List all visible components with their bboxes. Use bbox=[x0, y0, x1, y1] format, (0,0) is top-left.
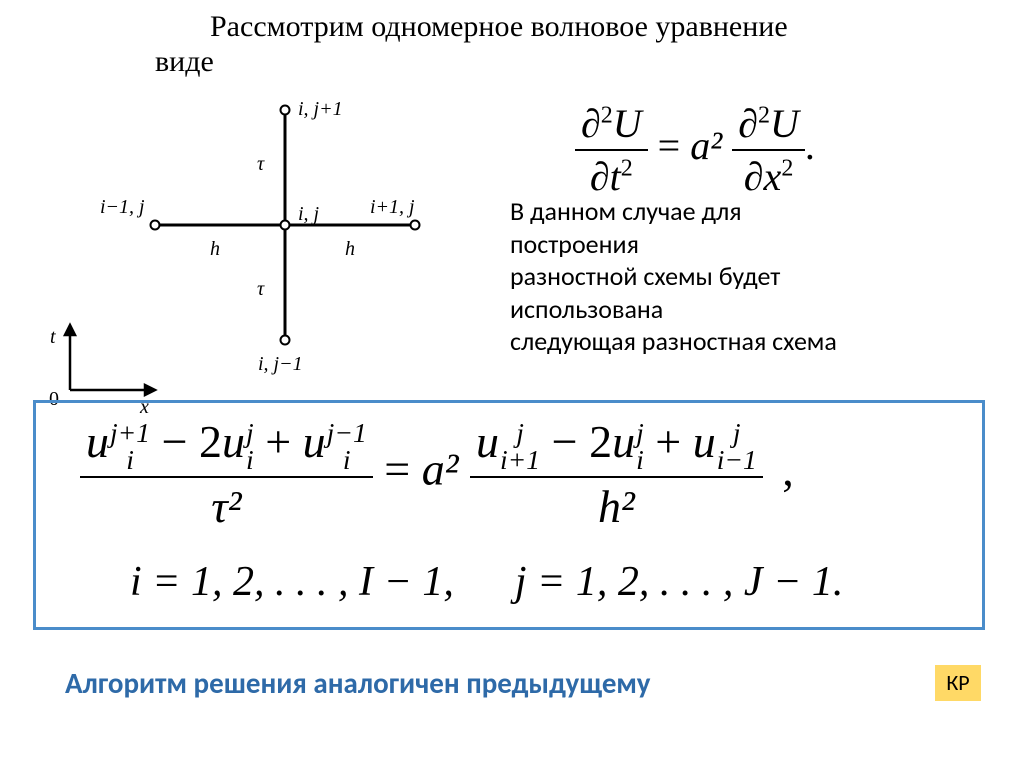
stencil-tau-top: τ bbox=[257, 153, 265, 175]
stencil-tau-bottom: τ bbox=[257, 278, 265, 300]
stencil-h-right: h bbox=[345, 238, 355, 260]
kp-badge: КР bbox=[935, 665, 981, 701]
stencil-label-bottom: i, j−1 bbox=[258, 353, 303, 375]
stencil-h-left: h bbox=[210, 238, 220, 260]
index-ranges: i = 1, 2, . . . , I − 1, j = 1, 2, . . .… bbox=[130, 558, 843, 606]
heading-line1: Рассмотрим одномерное волновое уравнение bbox=[210, 10, 788, 44]
heading-line2: виде bbox=[155, 45, 214, 79]
stencil-label-top: i, j+1 bbox=[298, 98, 343, 120]
stencil-label-left: i−1, j bbox=[100, 196, 145, 218]
wave-equation: ∂2U ∂t2 = a² ∂2U ∂x2 . bbox=[575, 100, 815, 200]
footer-note: Алгоритм решения аналогичен предыдущему bbox=[65, 665, 650, 701]
stencil-diagram: i, j+1 i−1, j i, j i+1, j i, j−1 τ τ h h… bbox=[45, 95, 465, 415]
description-paragraph: В данном случае для построения разностно… bbox=[510, 195, 837, 358]
stencil-label-right: i+1, j bbox=[370, 196, 415, 218]
difference-scheme-equation: uj+1i − 2uji + uj−1i τ² = a² uji+1 − 2uj… bbox=[80, 415, 794, 533]
stencil-label-center: i, j bbox=[298, 203, 320, 225]
axis-t-label: t bbox=[50, 326, 56, 348]
